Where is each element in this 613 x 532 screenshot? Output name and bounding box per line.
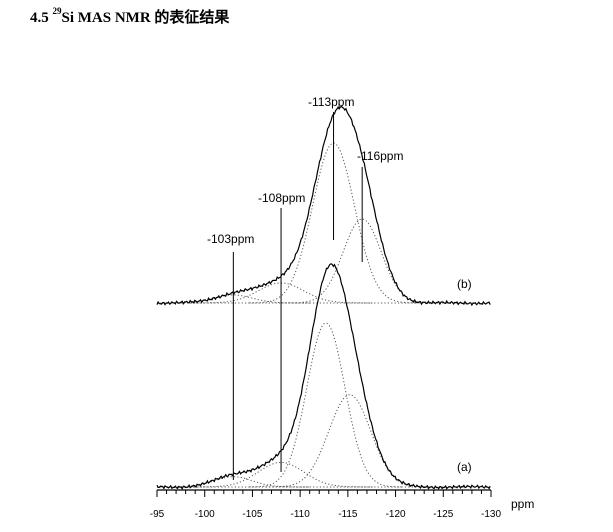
spectrum-b	[156, 105, 491, 307]
peak-label-1: -103ppm	[207, 232, 254, 246]
fit-component-a-1	[157, 476, 310, 488]
ppm-axis: -95 -100 -105 -110 -115 -120 -125 -130 ppm	[150, 489, 534, 520]
spectra-group: (b) (a)	[156, 105, 491, 490]
spectrum-a	[156, 263, 491, 490]
x-tick-label: -105	[242, 509, 262, 520]
peak-label-4: -116ppm	[357, 149, 403, 163]
peak-markers: -103ppm -108ppm -113ppm -116ppm	[207, 95, 403, 480]
x-axis-label: ppm	[511, 497, 534, 511]
series-label-b: (b)	[457, 277, 472, 291]
x-tick-label: -115	[338, 509, 358, 520]
fit-component-a-2	[189, 461, 373, 488]
x-tick-label: -110	[291, 509, 311, 520]
x-tick-label: -95	[150, 509, 165, 520]
x-tick-label: -130	[481, 509, 501, 520]
x-tick-label: -100	[195, 509, 215, 520]
heading-text: Si MAS NMR 的表征结果	[61, 10, 230, 26]
x-tick-label: -125	[433, 509, 453, 520]
series-label-a: (a)	[457, 460, 472, 474]
peak-label-3: -113ppm	[308, 95, 354, 109]
section-number: 4.5	[30, 10, 49, 26]
section-heading: 4.5 29Si MAS NMR 的表征结果	[30, 6, 229, 27]
isotope-mass: 29	[52, 6, 62, 16]
x-tick-label: -120	[386, 509, 406, 520]
peak-label-2: -108ppm	[258, 191, 305, 205]
fit-component-a-4	[265, 394, 434, 488]
fit-component-a-3	[249, 322, 403, 488]
